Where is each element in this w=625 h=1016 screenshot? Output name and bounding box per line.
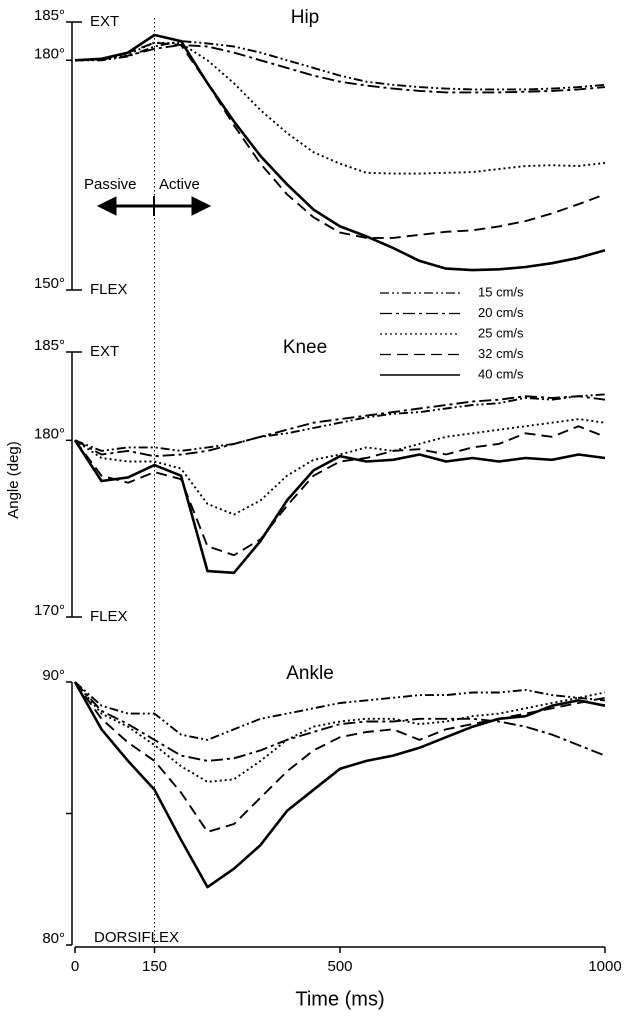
y-tick-label: 90° [42, 667, 65, 684]
bottom-label: DORSIFLEX [94, 929, 179, 946]
legend-label: 20 cm/s [478, 305, 524, 320]
y-axis-label: Angle (deg) [5, 441, 22, 519]
y-tick-label: 180° [34, 45, 65, 62]
annotation: Passive [84, 176, 137, 193]
y-tick-label: 170° [34, 602, 65, 619]
panel-title: Hip [291, 7, 320, 28]
y-tick-label: 185° [34, 337, 65, 354]
y-tick-label: 80° [42, 930, 65, 947]
series-line [74, 393, 606, 452]
series-line [74, 41, 606, 239]
annotation: Active [159, 176, 200, 193]
panel-title: Ankle [286, 663, 334, 684]
top-label: EXT [90, 343, 119, 360]
series-line [74, 33, 606, 272]
x-tick-label: 0 [71, 958, 79, 975]
series-line [75, 40, 606, 91]
series-line [74, 44, 606, 94]
top-label: EXT [90, 13, 119, 30]
legend-label: 15 cm/s [478, 284, 524, 299]
y-tick-label: 180° [34, 425, 65, 442]
series-line [74, 681, 606, 783]
legend-label: 25 cm/s [478, 325, 524, 340]
y-tick-label: 185° [34, 7, 65, 24]
y-tick-label: 150° [34, 275, 65, 292]
series-line [73, 681, 606, 889]
x-tick-label: 1000 [588, 958, 621, 975]
series-line [73, 439, 606, 575]
series-line [74, 681, 606, 741]
x-axis-label: Time (ms) [295, 988, 384, 1010]
legend-label: 32 cm/s [478, 346, 524, 361]
series-line [74, 681, 606, 833]
x-tick-label: 150 [142, 958, 167, 975]
series-line [74, 395, 606, 458]
panel-title: Knee [283, 337, 327, 358]
series-line [74, 681, 606, 762]
bottom-label: FLEX [90, 608, 128, 625]
bottom-label: FLEX [90, 281, 128, 298]
x-tick-label: 500 [327, 958, 352, 975]
legend-label: 40 cm/s [478, 366, 524, 381]
series-line [74, 425, 606, 557]
